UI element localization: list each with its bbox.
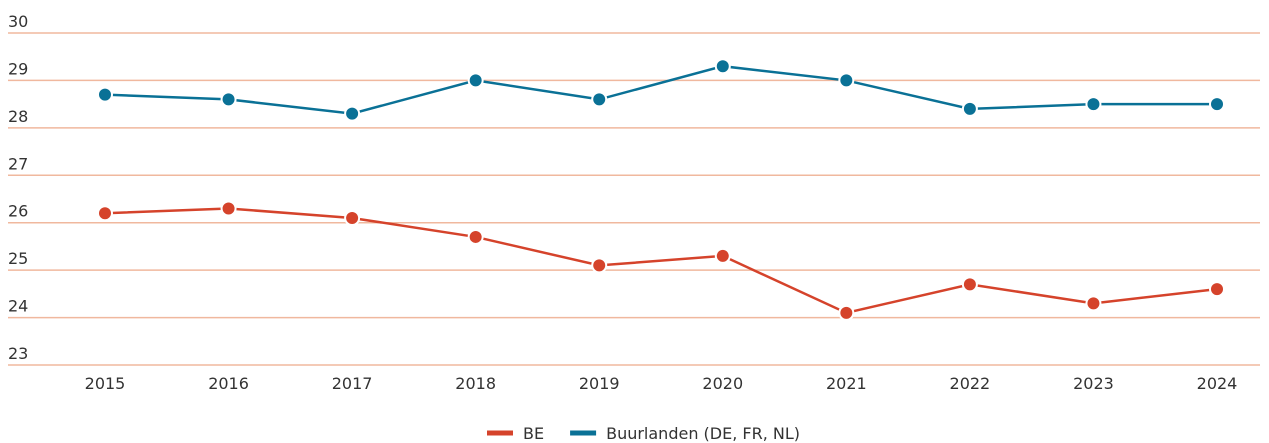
y-tick-label: 30 <box>8 12 28 31</box>
legend-label: Buurlanden (DE, FR, NL) <box>606 424 800 443</box>
point <box>467 72 484 89</box>
series-line <box>104 207 1218 315</box>
y-tick-label: 26 <box>8 202 28 221</box>
legend-label: BE <box>523 424 544 443</box>
point <box>97 205 113 222</box>
y-tick-label: 27 <box>8 154 28 173</box>
point <box>1209 281 1225 298</box>
x-tick-label: 2022 <box>950 374 991 393</box>
y-tick-label: 24 <box>8 297 28 316</box>
x-tick-label: 2018 <box>455 374 496 393</box>
point <box>1209 96 1225 113</box>
y-tick-label: 23 <box>8 344 28 363</box>
x-tick-label: 2024 <box>1197 374 1238 393</box>
x-tick-label: 2015 <box>85 374 126 393</box>
y-tick-label: 25 <box>8 249 28 268</box>
x-tick-label: 2021 <box>826 374 867 393</box>
x-tick-label: 2023 <box>1073 374 1114 393</box>
point <box>1085 295 1102 312</box>
point <box>344 105 361 122</box>
point <box>838 304 855 321</box>
point <box>714 247 731 264</box>
point <box>714 58 731 75</box>
point <box>97 86 113 103</box>
point <box>220 200 237 217</box>
x-tick-label: 2019 <box>579 374 620 393</box>
point <box>591 257 608 274</box>
x-tick-label: 2016 <box>208 374 249 393</box>
point <box>220 91 237 108</box>
point <box>344 209 361 226</box>
y-tick-label: 29 <box>8 59 28 78</box>
x-tick-label: 2020 <box>702 374 743 393</box>
point <box>467 228 484 245</box>
point <box>838 72 855 89</box>
x-tick-label: 2017 <box>332 374 373 393</box>
point <box>961 276 978 293</box>
point <box>591 91 608 108</box>
point <box>1085 96 1102 113</box>
y-tick-label: 28 <box>8 107 28 126</box>
series-line <box>104 64 1217 115</box>
point <box>961 100 978 117</box>
